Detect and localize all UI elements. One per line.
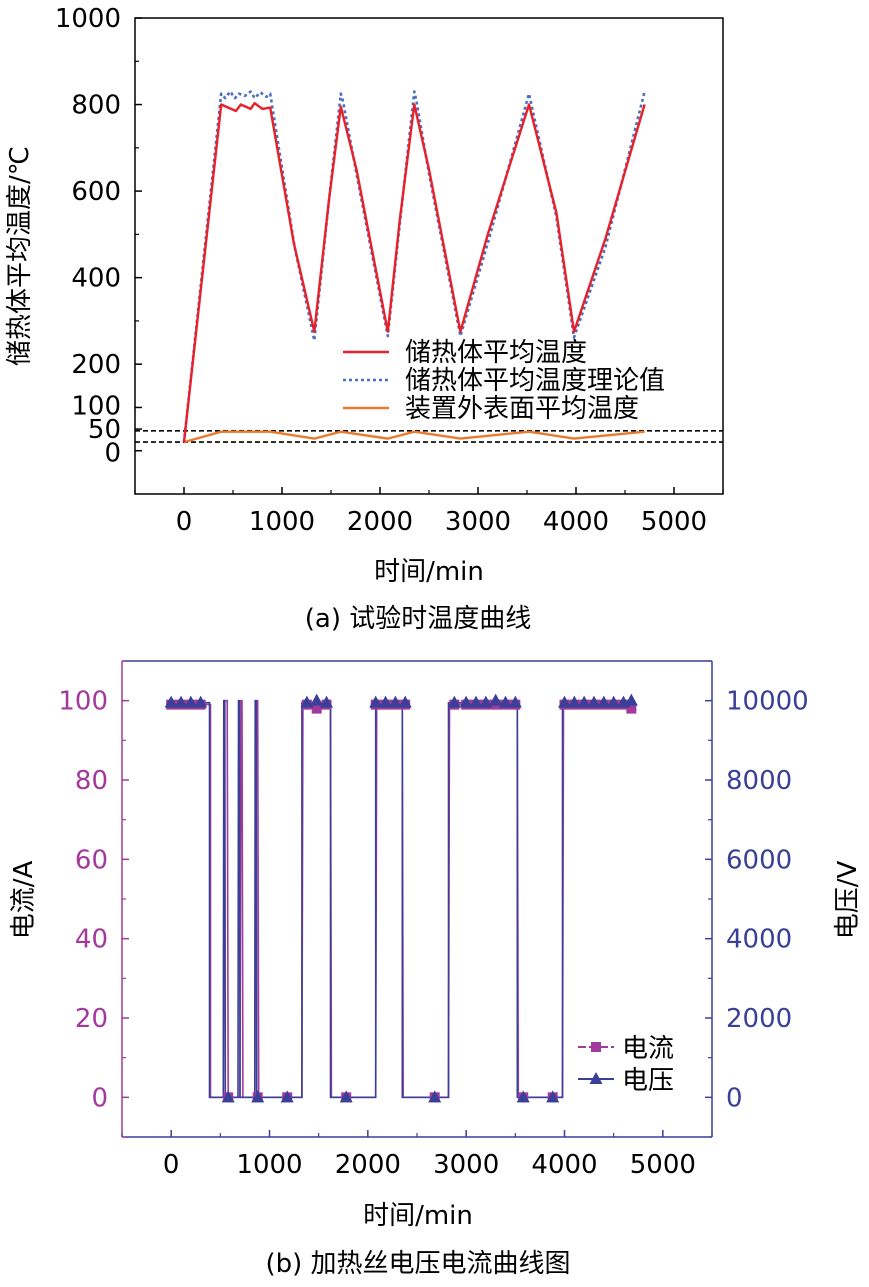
voltage-marker xyxy=(164,695,178,708)
right-y-tick-label: 4000 xyxy=(726,925,792,955)
voltage-marker xyxy=(597,695,611,708)
temperature-x-axis-label: 时间/min xyxy=(374,557,484,587)
y-tick-label: 800 xyxy=(71,91,121,121)
right-y-tick-label: 8000 xyxy=(726,766,792,796)
voltage-marker xyxy=(508,695,522,708)
voltage-marker xyxy=(184,695,198,708)
right-y-tick-label: 6000 xyxy=(726,845,792,875)
voltage-marker xyxy=(624,693,638,706)
voltage-marker xyxy=(369,695,383,708)
voltage-marker xyxy=(388,695,402,708)
voltage-marker xyxy=(459,695,473,708)
series-line-0 xyxy=(182,101,646,443)
voltage-current-chart-caption: (b) 加热丝电压电流曲线图 xyxy=(265,1249,570,1279)
x-tick-label: 3000 xyxy=(433,1150,499,1180)
voltage-marker xyxy=(310,693,324,706)
temperature-x-ticks: 0 1000 2000 3000 4000 5000 xyxy=(134,487,724,537)
series-line-2 xyxy=(183,430,645,444)
voltage-marker xyxy=(479,695,493,708)
voltage-marker xyxy=(379,695,393,708)
voltage-marker xyxy=(516,1090,530,1103)
voltage-marker xyxy=(567,695,581,708)
x-tick-label: 4000 xyxy=(531,1150,597,1180)
voltage-marker xyxy=(194,695,208,708)
voltage-marker xyxy=(577,695,591,708)
voltage-current-series xyxy=(164,693,638,1103)
y-tick-label: 50 xyxy=(88,415,121,445)
voltage-marker xyxy=(320,695,334,708)
legend-marker xyxy=(591,1042,601,1052)
voltage-marker xyxy=(398,695,412,708)
voltage-y-axis-label: 电压/V xyxy=(833,861,863,940)
legend-label: 储热体平均温度 xyxy=(405,338,587,368)
y-tick-label: 0 xyxy=(104,439,121,469)
current-y-axis-label: 电流/A xyxy=(9,861,39,940)
left-y-tick-label: 0 xyxy=(91,1083,108,1113)
temperature-series xyxy=(182,90,646,444)
x-tick-label: 5000 xyxy=(630,1150,696,1180)
x-tick-label: 1000 xyxy=(236,1150,302,1180)
voltage-marker xyxy=(447,695,461,708)
voltage-marker xyxy=(489,693,503,706)
voltage-current-chart: 0 1000 2000 3000 4000 5000 0 20 40 60 80 100 0 2000… xyxy=(9,660,863,1279)
legend-label: 装置外表面平均温度 xyxy=(405,394,639,424)
right-y-tick-label: 2000 xyxy=(726,1004,792,1034)
right-y-tick-label: 0 xyxy=(726,1083,743,1113)
voltage-marker xyxy=(251,1090,265,1103)
voltage-marker xyxy=(300,695,314,708)
legend-label: 储热体平均温度理论值 xyxy=(405,366,665,396)
legend-label: 电流 xyxy=(622,1034,674,1064)
voltage-current-x-axis-label: 时间/min xyxy=(363,1201,473,1231)
voltage-marker xyxy=(587,695,601,708)
y-tick-label: 100 xyxy=(71,391,121,421)
x-tick-label: 2000 xyxy=(335,1150,401,1180)
x-tick-label: 3000 xyxy=(445,507,511,537)
x-tick-label: 0 xyxy=(163,1150,180,1180)
legend-label: 电压 xyxy=(622,1066,674,1096)
x-tick-label: 1000 xyxy=(249,507,315,537)
left-y-tick-label: 60 xyxy=(75,845,108,875)
voltage-marker xyxy=(607,695,621,708)
voltage-line xyxy=(171,699,634,1099)
legend-marker xyxy=(589,1072,603,1084)
temperature-y-axis-label: 储热体平均温度/℃ xyxy=(5,146,35,366)
voltage-y-ticks: 0 2000 4000 6000 8000 10000 xyxy=(705,660,809,1138)
voltage-marker xyxy=(221,1090,235,1103)
current-y-ticks: 0 20 40 60 80 100 xyxy=(58,660,129,1138)
y-tick-label: 600 xyxy=(71,177,121,207)
series-line-1 xyxy=(182,90,646,443)
voltage-current-x-ticks: 0 1000 2000 3000 4000 5000 xyxy=(121,1130,713,1180)
right-y-tick-label: 10000 xyxy=(726,687,809,717)
voltage-marker xyxy=(428,1090,442,1103)
temperature-chart: 0 1000 2000 3000 4000 5000 050100200400600800… xyxy=(5,4,724,634)
voltage-marker xyxy=(339,1090,353,1103)
voltage-marker xyxy=(546,1090,560,1103)
voltage-marker xyxy=(558,695,571,708)
y-tick-label: 1000 xyxy=(55,4,121,34)
voltage-marker xyxy=(499,695,512,708)
temperature-chart-caption: (a) 试验时温度曲线 xyxy=(305,604,532,634)
left-y-tick-label: 40 xyxy=(75,925,108,955)
voltage-marker xyxy=(469,695,483,708)
left-y-tick-label: 20 xyxy=(75,1004,108,1034)
voltage-marker xyxy=(174,695,188,708)
voltage-marker xyxy=(280,1090,294,1103)
y-tick-label: 400 xyxy=(71,264,121,294)
current-marker xyxy=(626,703,637,714)
y-tick-label: 200 xyxy=(71,350,121,380)
x-tick-label: 0 xyxy=(176,507,193,537)
left-y-tick-label: 80 xyxy=(75,766,108,796)
x-tick-label: 5000 xyxy=(641,507,707,537)
x-tick-label: 4000 xyxy=(543,507,609,537)
current-marker xyxy=(311,703,322,714)
x-tick-label: 2000 xyxy=(347,507,413,537)
left-y-tick-label: 100 xyxy=(58,687,108,717)
